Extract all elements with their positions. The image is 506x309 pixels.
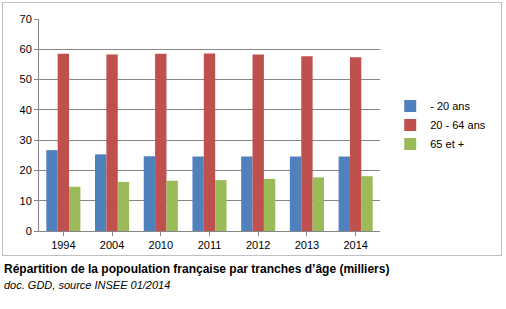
svg-text:1994: 1994 xyxy=(51,239,75,251)
svg-text:60: 60 xyxy=(20,43,32,55)
svg-text:20: 20 xyxy=(20,164,32,176)
svg-text:40: 40 xyxy=(20,104,32,116)
svg-text:2014: 2014 xyxy=(343,239,367,251)
svg-text:2012: 2012 xyxy=(246,239,270,251)
svg-text:2004: 2004 xyxy=(100,239,124,251)
svg-text:65 et +: 65 et + xyxy=(430,138,464,150)
svg-text:2010: 2010 xyxy=(149,239,173,251)
svg-text:50: 50 xyxy=(20,73,32,85)
svg-text:2011: 2011 xyxy=(198,239,222,251)
svg-text:30: 30 xyxy=(20,134,32,146)
svg-text:0: 0 xyxy=(26,225,32,237)
svg-text:10: 10 xyxy=(20,195,32,207)
html-text:Répartition de la popoulation: Répartition de la popoulation française … xyxy=(4,262,390,276)
svg-text:70: 70 xyxy=(20,13,32,25)
html-text:doc. GDD, source INSEE 01/2014: doc. GDD, source INSEE 01/2014 xyxy=(4,279,171,291)
svg-text:20 - 64 ans: 20 - 64 ans xyxy=(430,119,486,131)
svg-text:- 20 ans: - 20 ans xyxy=(430,100,470,112)
svg-text:2013: 2013 xyxy=(295,239,319,251)
